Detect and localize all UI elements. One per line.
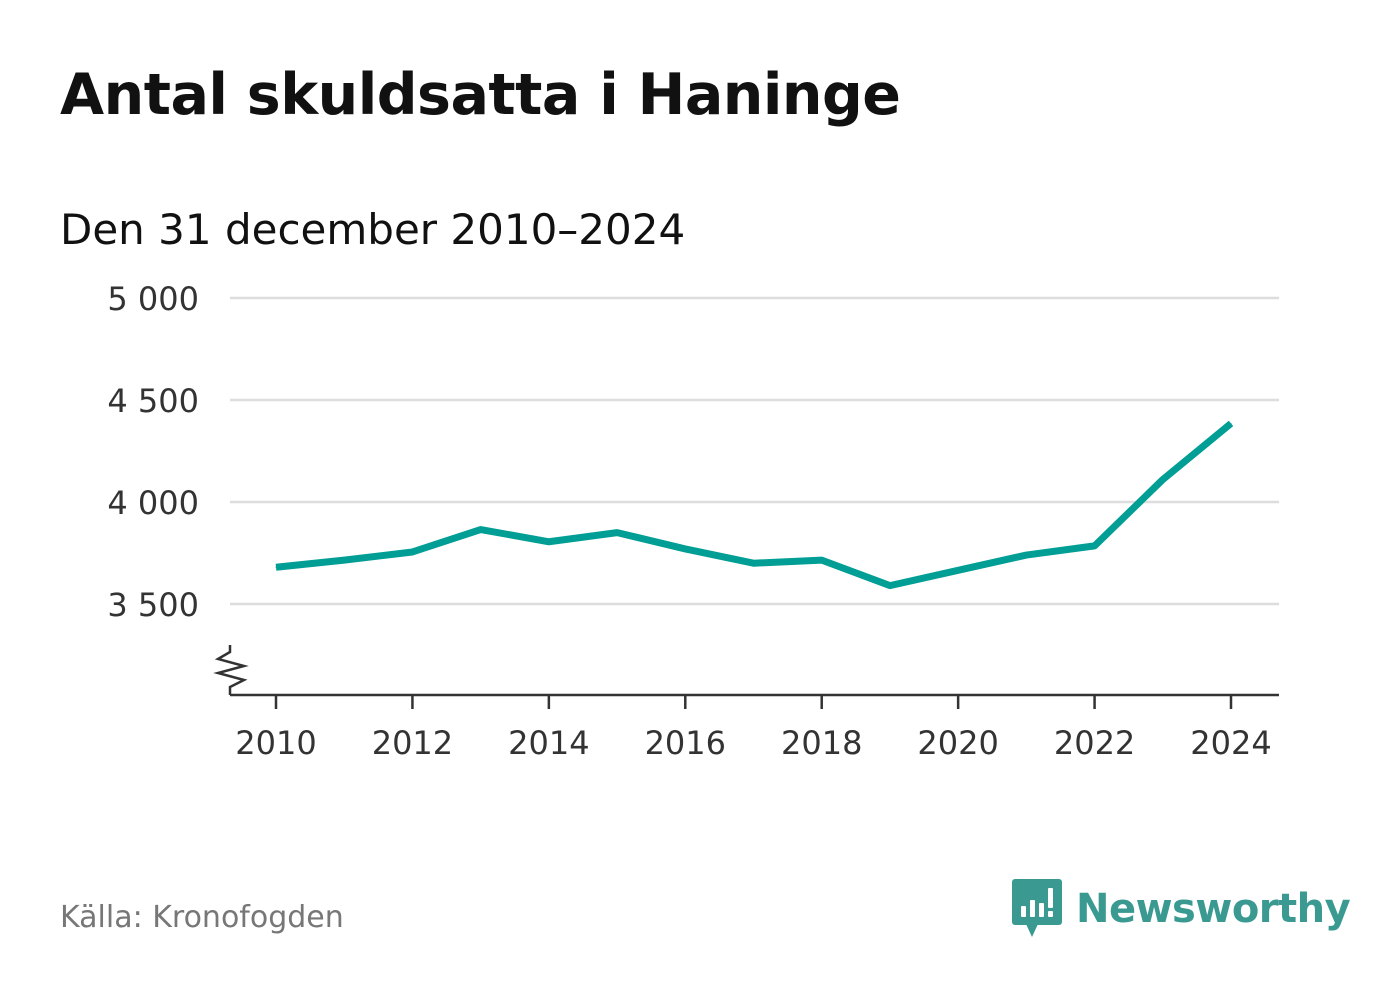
series-line (275, 420, 1234, 590)
data-point (275, 566, 277, 568)
series (275, 420, 1234, 590)
x-tick-label: 2016 (645, 724, 726, 762)
x-axis-ticks: 2010 2012 2014 2016 2018 2020 2022 2024 (235, 695, 1272, 762)
y-tick-label: 5 000 (107, 280, 199, 318)
brand-logo: Newsworthy (1012, 879, 1351, 939)
data-point (548, 541, 550, 543)
x-tick-label: 2018 (781, 724, 862, 762)
data-point (616, 532, 618, 534)
data-point (411, 551, 413, 553)
y-tick-label: 3 500 (107, 586, 199, 624)
data-point (957, 569, 959, 571)
x-tick-label: 2020 (917, 724, 998, 762)
data-point (1094, 545, 1096, 547)
data-point (753, 562, 754, 564)
chart-subtitle: Den 31 december 2010–2024 (60, 205, 686, 254)
data-point (684, 548, 686, 550)
data-point (821, 559, 823, 561)
gridlines (230, 296, 1279, 606)
chart-title: Antal skuldsatta i Haninge (60, 62, 901, 128)
data-point (343, 559, 345, 561)
x-tick-label: 2012 (372, 724, 453, 762)
newsworthy-logo-icon (1012, 879, 1062, 937)
data-point (1162, 479, 1164, 481)
brand-name: Newsworthy (1076, 886, 1351, 932)
y-tick-label: 4 500 (107, 382, 199, 420)
x-tick-label: 2022 (1054, 724, 1135, 762)
x-tick-label: 2010 (235, 724, 316, 762)
x-tick-label: 2024 (1190, 724, 1271, 762)
data-point (480, 529, 482, 531)
data-point (1230, 422, 1232, 424)
data-point (1025, 554, 1027, 556)
y-axis-ticks: 3 500 4 000 4 500 5 000 (107, 280, 199, 624)
axis-break-icon (213, 645, 249, 695)
source-note: Källa: Kronofogden (60, 900, 344, 935)
data-point (889, 585, 891, 587)
x-axis (213, 645, 1279, 697)
x-tick-label: 2014 (508, 724, 589, 762)
y-tick-label: 4 000 (107, 484, 199, 522)
